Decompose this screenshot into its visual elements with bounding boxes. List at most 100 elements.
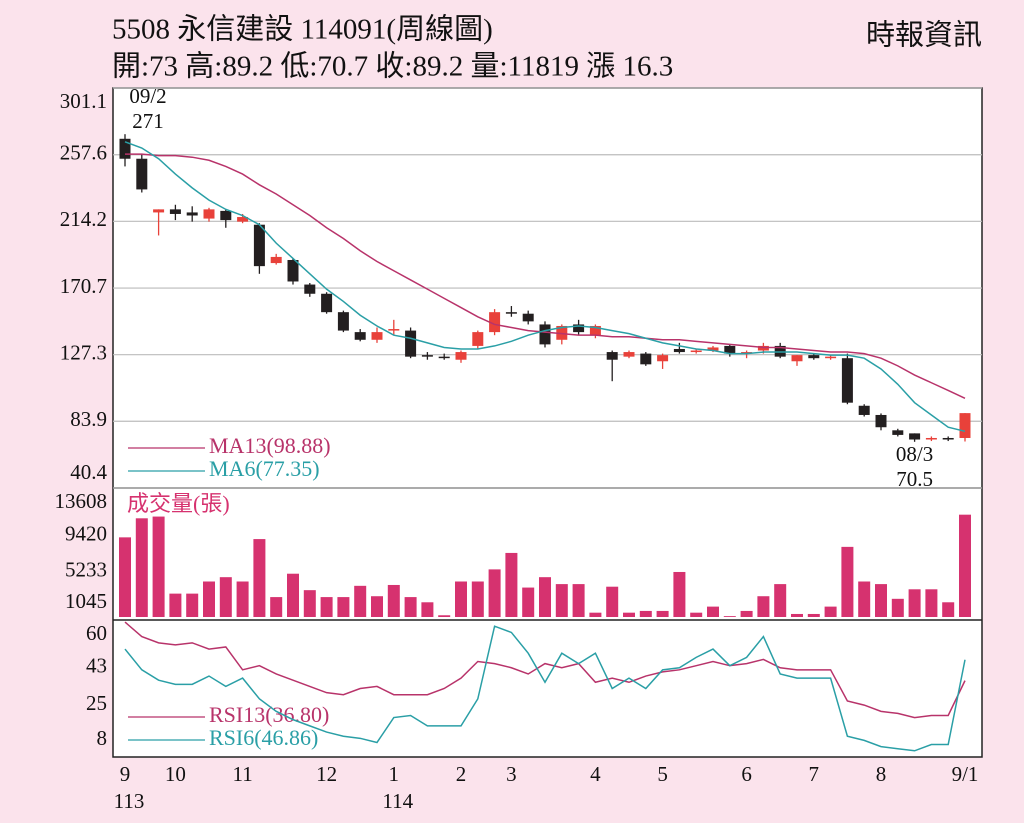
x-tick-label: 10 (165, 762, 186, 786)
x-tick-label: 11 (232, 762, 252, 786)
y-tick-label: 170.7 (60, 274, 107, 298)
candle-body (472, 332, 484, 346)
x-tick-label: 1 (389, 762, 400, 786)
x-tick-label: 12 (316, 762, 337, 786)
volume-bar (488, 569, 501, 617)
x-tick-label: 9/1 (952, 762, 979, 786)
volume-bar (119, 537, 131, 617)
volume-bar (740, 610, 753, 617)
candle-body (892, 430, 904, 435)
volume-bar (152, 516, 165, 617)
candle-body (287, 259, 299, 282)
volume-bar (522, 587, 535, 617)
chart-title: 5508 永信建設 114091(周線圖) (112, 13, 493, 46)
volume-bar (471, 581, 484, 617)
volume-bar (505, 552, 518, 617)
candle-body (421, 355, 433, 357)
volume-bar (421, 602, 434, 617)
volume-bar (791, 613, 803, 617)
volume-bar (572, 584, 585, 617)
y-tick-label: 127.3 (60, 340, 107, 364)
volume-bar (555, 584, 568, 617)
candle-body (371, 332, 383, 340)
volume-bar (959, 514, 971, 617)
y-tick-label: 60 (86, 621, 107, 645)
candle-body (388, 329, 400, 331)
volume-bar (387, 584, 400, 617)
volume-bar (253, 539, 266, 617)
candle-body (220, 210, 232, 221)
candle-body (942, 437, 954, 440)
volume-bar (606, 586, 619, 617)
source: 時報資訊 (866, 19, 982, 52)
volume-bar (807, 613, 820, 617)
quote: 開:73 高:89.2 低:70.7 收:89.2 量:11819 漲 16.3 (112, 50, 673, 83)
candle-body (253, 224, 265, 267)
candle-body (858, 405, 870, 415)
candle-body (405, 330, 417, 357)
candle-body (337, 312, 349, 331)
series-line (124, 141, 966, 433)
candle-body (707, 347, 719, 351)
candle-body (505, 312, 517, 314)
axis-label: 成交量(張) (127, 491, 230, 516)
volume-bar (354, 585, 367, 617)
volume-bar (707, 606, 719, 617)
volume-bar (186, 593, 199, 617)
y-tick-label: 43 (86, 654, 107, 678)
candle-body (153, 209, 165, 213)
volume-bar (841, 546, 854, 617)
annotation: 08/3 (896, 442, 933, 466)
y-tick-label: 5233 (65, 558, 107, 582)
candle-body (741, 352, 753, 354)
x-tick-label: 6 (741, 762, 752, 786)
y-tick-label: 40.4 (70, 460, 107, 484)
y-tick-label: 257.6 (60, 141, 107, 165)
candle-body (774, 345, 786, 357)
volume-bar (824, 606, 837, 617)
x-year-label: 114 (382, 789, 413, 813)
candle-body (909, 433, 921, 440)
candle-body (673, 348, 685, 353)
candle-body (640, 353, 652, 365)
volume-bar (135, 518, 148, 617)
candle-body (825, 356, 837, 359)
candle-body (270, 256, 282, 264)
volume-bar (337, 597, 350, 617)
x-tick-label: 5 (657, 762, 668, 786)
volume-bar (673, 571, 686, 617)
volume-bar (757, 596, 770, 617)
annotation: 70.5 (896, 467, 933, 491)
candle-body (791, 355, 803, 362)
candle-body (354, 332, 366, 340)
candle-body (556, 325, 568, 340)
candle-body (169, 209, 181, 214)
volume-bar (925, 589, 938, 617)
volume-bar (690, 612, 703, 617)
volume-bar (774, 584, 787, 617)
volume-bar (858, 581, 871, 617)
x-tick-label: 2 (456, 762, 467, 786)
candle-body (186, 212, 198, 216)
legend-label: MA6(77.35) (209, 456, 320, 481)
x-tick-label: 8 (876, 762, 887, 786)
volume-bar (623, 612, 635, 617)
volume-bar (656, 610, 669, 617)
candle-body (841, 358, 853, 403)
y-tick-label: 9420 (65, 521, 107, 545)
volume-bar (875, 584, 887, 617)
candle-body (808, 355, 820, 359)
volume-bar (236, 581, 249, 617)
candle-body (757, 345, 769, 351)
volume-bar (589, 612, 602, 617)
volume-bar (455, 581, 467, 617)
annotation: 09/2 (129, 84, 166, 108)
volume-bar (203, 581, 215, 617)
candle-body (237, 217, 249, 222)
volume-bar (371, 596, 383, 617)
volume-bar (942, 602, 955, 617)
candle-body (455, 352, 467, 360)
candle-body (489, 312, 501, 333)
volume-bar (723, 616, 736, 617)
